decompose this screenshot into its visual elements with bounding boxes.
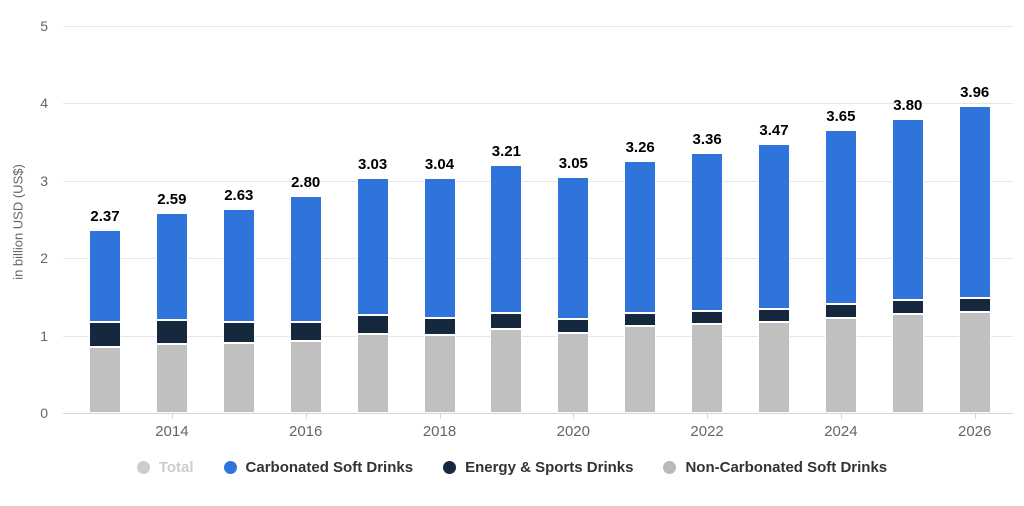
x-tick-mark xyxy=(707,414,709,419)
bar-total-label: 3.80 xyxy=(893,96,923,114)
x-tick-label: 2022 xyxy=(690,423,724,440)
bar-total-label: 3.65 xyxy=(826,108,856,126)
legend-marker-icon xyxy=(443,461,457,474)
x-tick-mark xyxy=(171,414,173,419)
legend-marker-icon xyxy=(663,461,677,474)
bar-segment-non-carbonated-soft-drinks[interactable] xyxy=(490,329,523,413)
bar-segment-energy-sports-drinks[interactable] xyxy=(89,321,121,348)
x-tick-mark xyxy=(840,414,842,419)
gridline xyxy=(63,103,1013,105)
bar-segment-carbonated-soft-drinks[interactable] xyxy=(824,130,857,304)
bar-total-label: 3.05 xyxy=(558,154,588,172)
bar-total-label: 3.36 xyxy=(692,130,722,148)
bar-segment-energy-sports-drinks[interactable] xyxy=(155,320,188,345)
bar-segment-energy-sports-drinks[interactable] xyxy=(824,303,857,318)
bar-total-label: 2.63 xyxy=(224,187,254,205)
bar-segment-energy-sports-drinks[interactable] xyxy=(423,317,456,335)
x-tick-mark xyxy=(974,414,976,419)
bar-segment-non-carbonated-soft-drinks[interactable] xyxy=(222,343,255,413)
bar-segment-energy-sports-drinks[interactable] xyxy=(222,322,255,344)
bar-segment-carbonated-soft-drinks[interactable] xyxy=(89,229,121,322)
bar-total-label: 3.21 xyxy=(491,142,521,160)
legend-item-non-carbonated-soft-drinks[interactable]: Non-Carbonated Soft Drinks xyxy=(663,459,887,476)
bar-segment-non-carbonated-soft-drinks[interactable] xyxy=(758,321,790,413)
legend-label: Carbonated Soft Drinks xyxy=(245,459,414,476)
legend-marker-icon xyxy=(223,461,237,474)
bar-segment-carbonated-soft-drinks[interactable] xyxy=(289,196,322,322)
bar-segment-non-carbonated-soft-drinks[interactable] xyxy=(155,344,188,413)
y-tick-label: 5 xyxy=(40,18,48,34)
bar-total-label: 3.47 xyxy=(759,122,789,140)
x-tick-label: 2018 xyxy=(422,423,457,440)
bar-total-label: 3.26 xyxy=(625,138,655,156)
x-tick-label: 2020 xyxy=(556,423,590,440)
legend-marker-icon xyxy=(136,461,150,474)
bar-segment-carbonated-soft-drinks[interactable] xyxy=(624,160,657,314)
x-tick-label: 2014 xyxy=(155,423,189,440)
bar-segment-carbonated-soft-drinks[interactable] xyxy=(958,106,991,299)
x-tick-mark xyxy=(573,414,575,419)
bar-segment-non-carbonated-soft-drinks[interactable] xyxy=(289,341,322,413)
bar-segment-carbonated-soft-drinks[interactable] xyxy=(891,118,924,300)
gridline xyxy=(63,258,1013,260)
bar-total-label: 2.37 xyxy=(90,207,120,225)
legend-label: Energy & Sports Drinks xyxy=(465,459,634,476)
x-tick-label: 2024 xyxy=(824,423,858,440)
gridline xyxy=(63,180,1013,182)
bar-segment-non-carbonated-soft-drinks[interactable] xyxy=(557,333,590,413)
bar-segment-carbonated-soft-drinks[interactable] xyxy=(356,178,389,316)
bar-segment-non-carbonated-soft-drinks[interactable] xyxy=(691,323,724,413)
bar-segment-non-carbonated-soft-drinks[interactable] xyxy=(89,347,121,413)
bar-segment-carbonated-soft-drinks[interactable] xyxy=(691,152,724,311)
bar-total-label: 3.96 xyxy=(960,84,990,102)
bar-segment-non-carbonated-soft-drinks[interactable] xyxy=(891,313,924,413)
bar-total-label: 2.80 xyxy=(291,174,321,192)
bar-segment-carbonated-soft-drinks[interactable] xyxy=(222,209,255,323)
legend-item-energy-sports-drinks[interactable]: Energy & Sports Drinks xyxy=(443,459,633,476)
bar-segment-carbonated-soft-drinks[interactable] xyxy=(155,212,188,321)
bar-segment-carbonated-soft-drinks[interactable] xyxy=(423,177,456,318)
bar-total-label: 3.03 xyxy=(357,156,388,174)
bar-segment-non-carbonated-soft-drinks[interactable] xyxy=(824,317,857,413)
bar-segment-energy-sports-drinks[interactable] xyxy=(356,315,389,335)
bar-segment-non-carbonated-soft-drinks[interactable] xyxy=(356,334,389,413)
x-tick-label: 2026 xyxy=(958,423,992,440)
bar-segment-non-carbonated-soft-drinks[interactable] xyxy=(624,326,657,413)
y-tick-label: 4 xyxy=(40,95,48,112)
bar-segment-energy-sports-drinks[interactable] xyxy=(758,308,790,322)
gridline xyxy=(63,26,1013,27)
x-axis-line xyxy=(63,413,1013,414)
legend-label: Total xyxy=(158,459,194,476)
bar-segment-energy-sports-drinks[interactable] xyxy=(624,313,657,327)
bar-segment-non-carbonated-soft-drinks[interactable] xyxy=(423,334,456,413)
bar-segment-non-carbonated-soft-drinks[interactable] xyxy=(958,311,991,413)
bar-segment-energy-sports-drinks[interactable] xyxy=(958,298,991,312)
bar-segment-carbonated-soft-drinks[interactable] xyxy=(490,164,523,314)
bar-segment-energy-sports-drinks[interactable] xyxy=(691,310,724,324)
x-tick-mark xyxy=(439,414,441,419)
bar-segment-energy-sports-drinks[interactable] xyxy=(557,319,590,334)
bar-segment-energy-sports-drinks[interactable] xyxy=(891,299,924,314)
x-tick-mark xyxy=(305,414,307,419)
bar-segment-carbonated-soft-drinks[interactable] xyxy=(557,176,590,320)
y-tick-label: 1 xyxy=(40,327,48,344)
legend-item-carbonated-soft-drinks[interactable]: Carbonated Soft Drinks xyxy=(223,459,414,476)
legend: Total Carbonated Soft Drinks Energy & Spor… xyxy=(0,459,1024,476)
bar-segment-energy-sports-drinks[interactable] xyxy=(490,313,523,330)
bar-segment-carbonated-soft-drinks[interactable] xyxy=(758,144,790,309)
legend-item-total[interactable]: Total xyxy=(136,459,194,476)
y-tick-label: 2 xyxy=(40,250,48,267)
gridline xyxy=(63,335,1013,337)
y-tick-label: 0 xyxy=(40,405,48,421)
bar-total-label: 2.59 xyxy=(157,190,187,208)
bar-segment-energy-sports-drinks[interactable] xyxy=(289,321,322,341)
bar-total-label: 3.04 xyxy=(424,155,455,173)
x-tick-label: 2016 xyxy=(289,423,323,440)
legend-label: Non-Carbonated Soft Drinks xyxy=(685,459,888,476)
y-tick-label: 3 xyxy=(40,172,48,189)
